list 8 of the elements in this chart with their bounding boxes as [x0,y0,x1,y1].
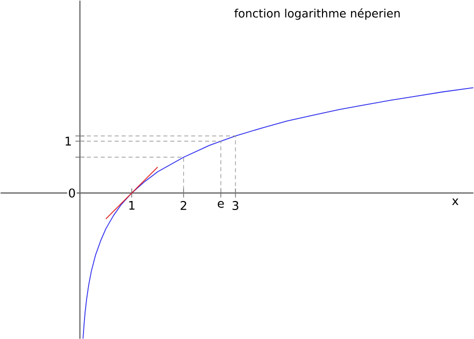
x-tick-label: e [218,200,224,208]
x-tick-label: 1 [129,200,134,210]
x-tick-label: 2 [180,200,186,210]
x-tick-label: 3 [232,200,238,210]
line-series [82,87,474,339]
y-tick-label: 0 [68,188,75,198]
x-axis-title: x [452,198,458,205]
text: fonction logarithme néperien [234,8,400,20]
